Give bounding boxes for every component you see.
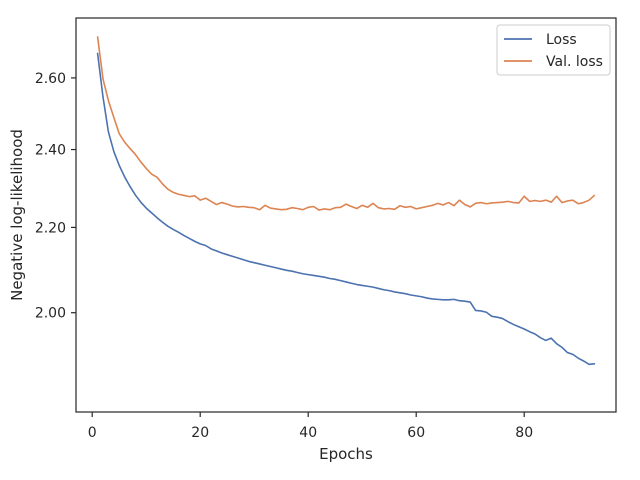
axes-frame — [75, 17, 617, 413]
y-tick-label: 2.60 — [35, 71, 66, 87]
x-tick-label: 0 — [88, 425, 97, 441]
legend-box — [496, 24, 611, 76]
y-tick-label: 2.40 — [35, 143, 66, 159]
y-tick-label: 2.20 — [35, 220, 66, 236]
series-line-val-loss — [96, 36, 596, 211]
axes: 0 20 40 60 80 2.00 2.20 2.40 2.60 — [35, 17, 617, 441]
x-tick-label: 80 — [515, 425, 533, 441]
x-tick-label: 60 — [407, 425, 425, 441]
legend: Loss Val. loss — [496, 24, 611, 76]
series-line-loss — [96, 52, 596, 366]
x-tick-label: 20 — [191, 425, 209, 441]
x-tick-label: 40 — [299, 425, 317, 441]
x-axis-label: Epochs — [319, 445, 373, 463]
y-tick-label: 2.00 — [35, 306, 66, 322]
plot-area — [96, 36, 596, 366]
y-axis-label: Negative log-likelihood — [8, 129, 26, 301]
legend-label-loss: Loss — [546, 32, 577, 48]
legend-label-val-loss: Val. loss — [546, 54, 603, 70]
